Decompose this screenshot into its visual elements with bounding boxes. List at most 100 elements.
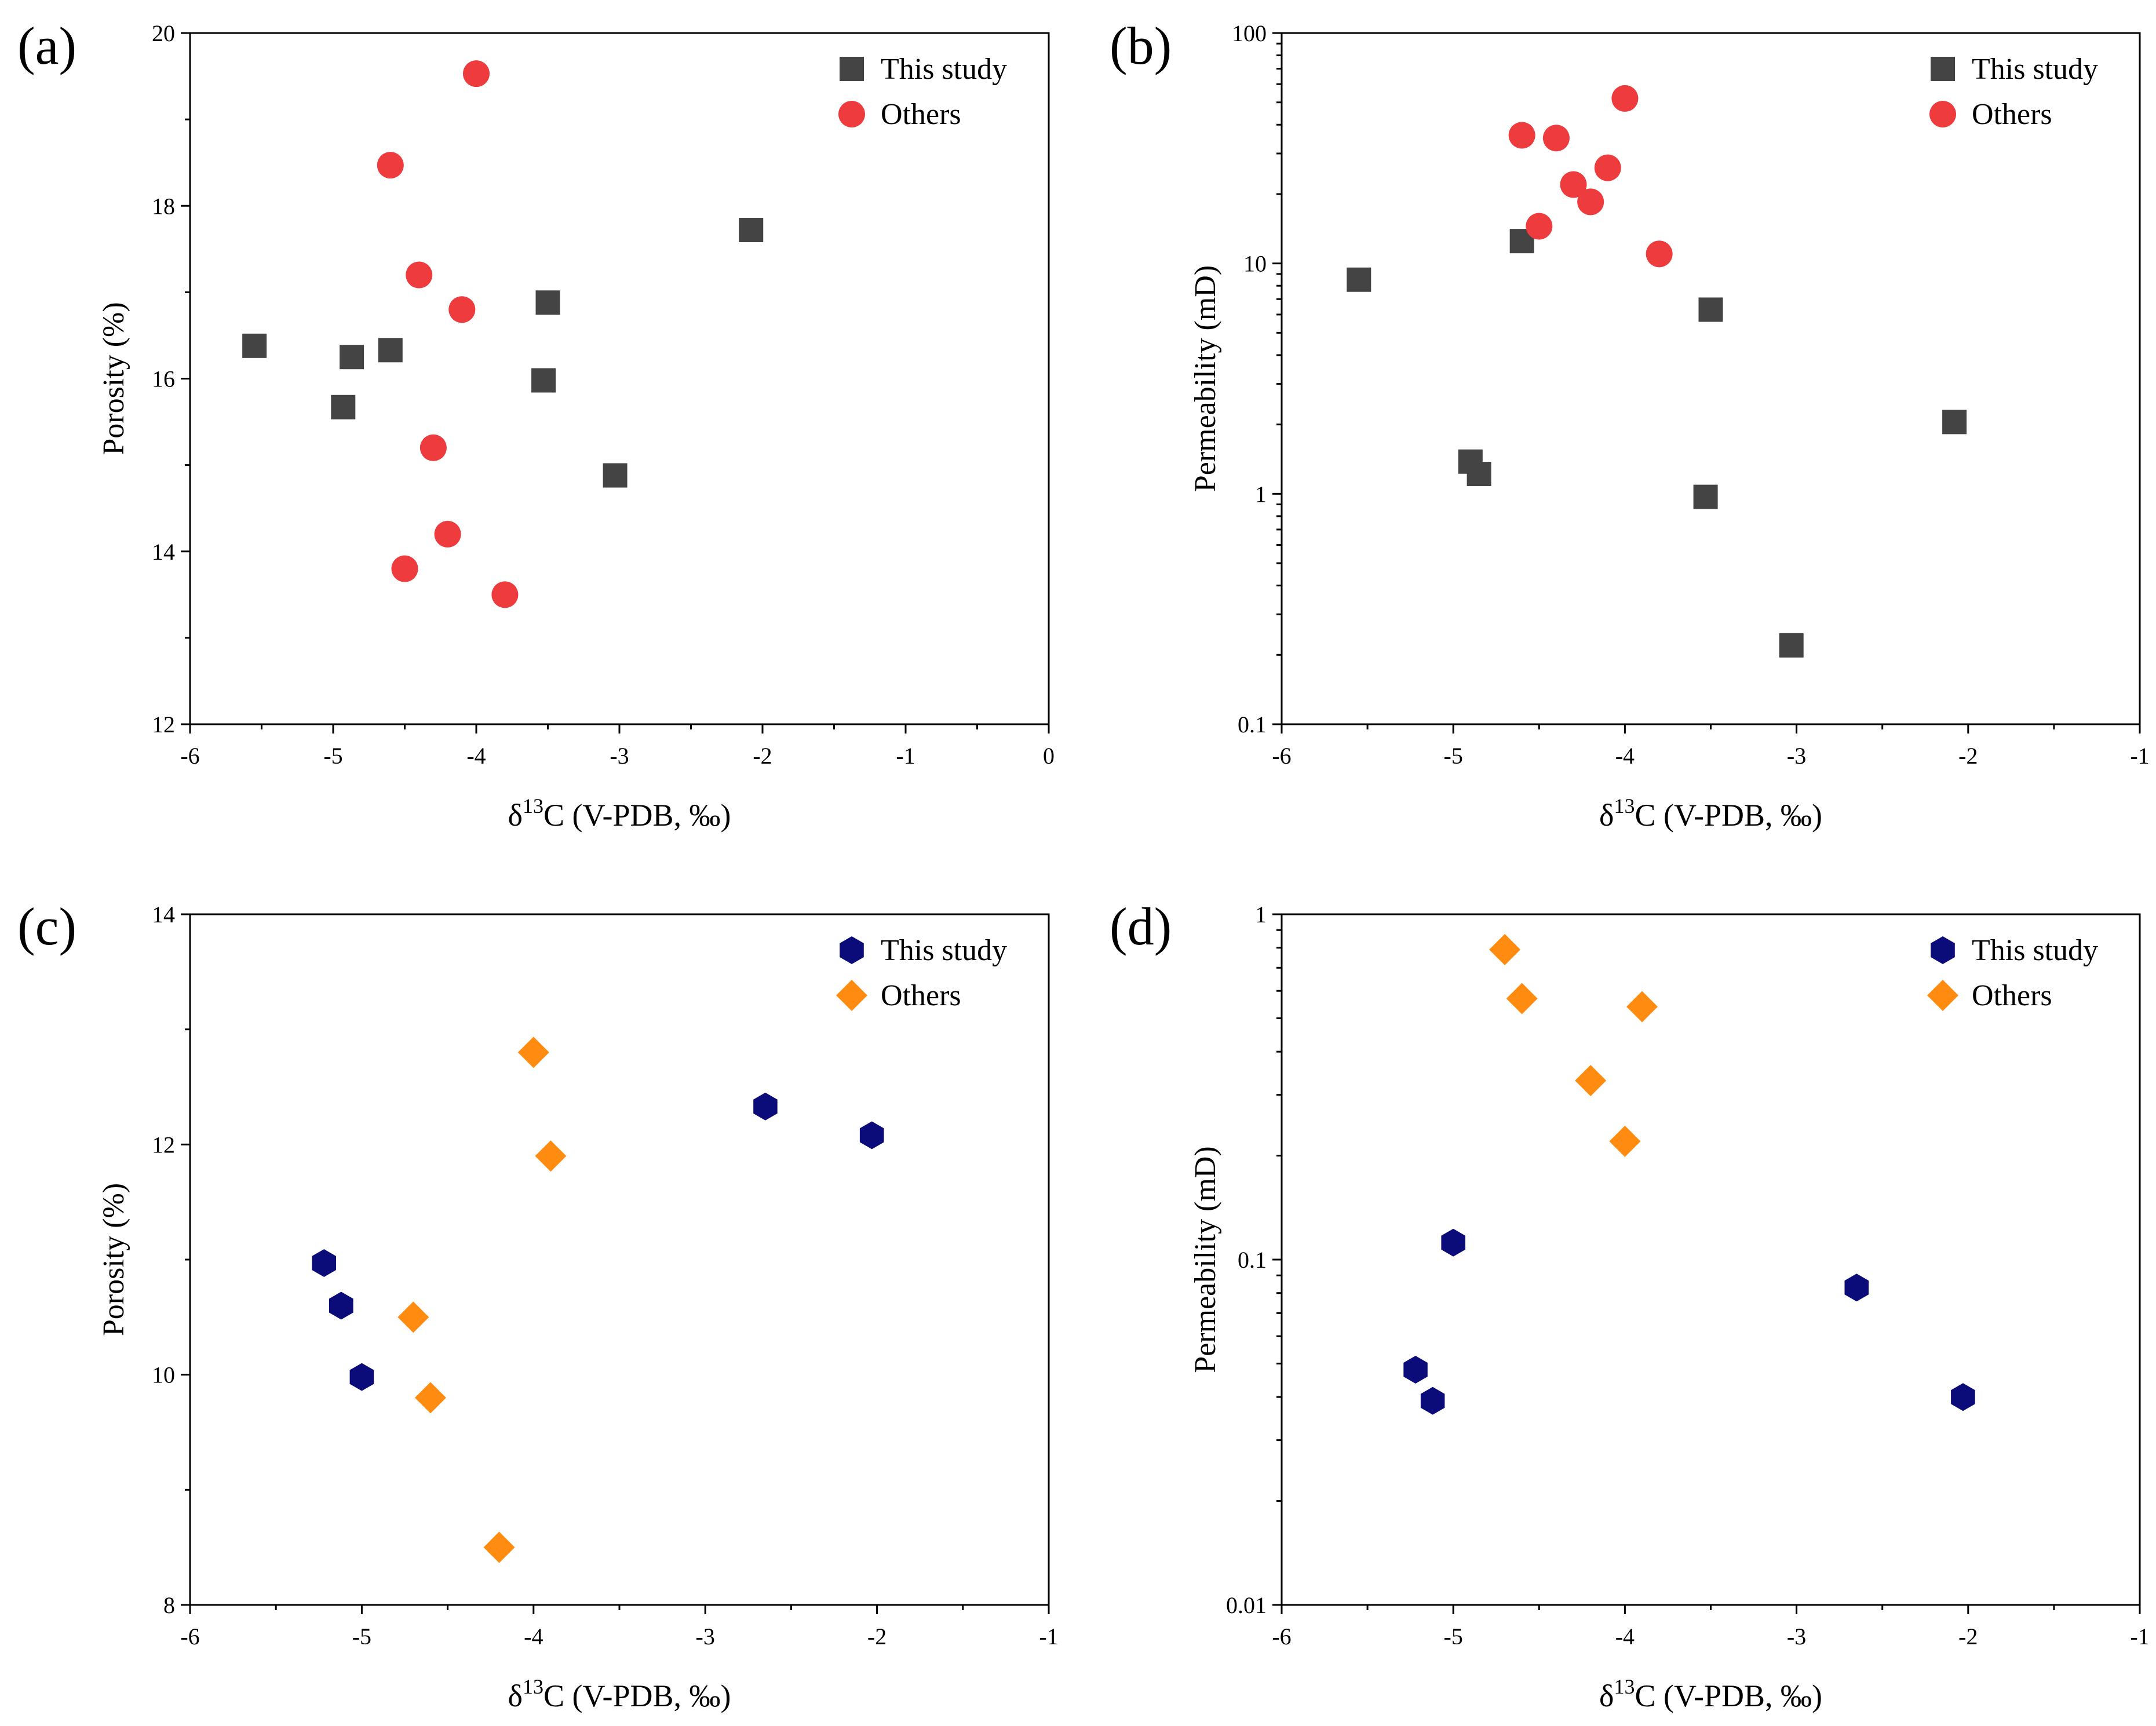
panel-d: (d) -6 -5 -4 -3 -2 -1 0.01 0.1 1 δ13C (V-PDB, ‰) Pe… — [1110, 897, 2150, 1713]
legend: This study Others — [1929, 53, 2098, 131]
series-this-study — [1347, 229, 1967, 658]
y-tick-label: 12 — [152, 711, 175, 738]
legend: This study Others — [1927, 934, 2098, 1012]
legend-marker — [1931, 57, 1955, 81]
data-point — [397, 1301, 429, 1333]
x-tick-label: -4 — [1615, 1623, 1635, 1650]
legend-marker — [1929, 101, 1956, 127]
plot-frame — [1281, 32, 2141, 725]
data-point — [1560, 171, 1587, 198]
data-point — [406, 261, 433, 289]
x-tick-label: -2 — [1958, 1623, 1978, 1650]
y-axis-label: Permeability (mD) — [1189, 265, 1222, 492]
data-point — [1489, 934, 1521, 966]
data-point — [448, 296, 476, 323]
data-point — [242, 333, 267, 358]
data-point — [1441, 1228, 1465, 1257]
panel-label: (a) — [17, 16, 76, 75]
data-point — [531, 368, 556, 393]
x-tick-label: -6 — [180, 743, 199, 769]
y-tick-label: 1 — [1255, 902, 1267, 928]
series-this-study — [1403, 1228, 1975, 1415]
legend-label: Others — [881, 98, 961, 131]
x-tick-label: -6 — [180, 1623, 199, 1650]
x-tick-label: -1 — [2130, 743, 2149, 769]
data-point — [329, 1291, 353, 1320]
data-point — [1506, 983, 1538, 1015]
x-tick-label: -4 — [466, 743, 486, 769]
data-point — [859, 1121, 884, 1150]
panel-label: (d) — [1110, 897, 1172, 956]
x-tick-label: -4 — [1615, 743, 1635, 769]
data-point — [535, 1140, 567, 1172]
y-tick-label: 10 — [152, 1362, 175, 1388]
data-point — [753, 1092, 778, 1121]
plot-frame — [1281, 913, 2141, 1606]
data-point — [1779, 633, 1804, 658]
y-tick-label: 16 — [152, 366, 175, 392]
panel-label: (c) — [17, 897, 76, 956]
legend-label: Others — [881, 979, 961, 1012]
data-point — [1951, 1383, 1975, 1411]
legend-marker — [1927, 980, 1958, 1011]
data-point — [378, 338, 403, 363]
data-point — [1693, 484, 1718, 509]
x-tick-label: -2 — [867, 1623, 887, 1650]
x-axis-label: δ13C (V-PDB, ‰) — [1599, 794, 1822, 833]
x-tick-label: 0 — [1043, 743, 1055, 769]
y-tick-label: 100 — [1232, 20, 1267, 46]
x-tick-label: -6 — [1272, 1623, 1291, 1650]
x-tick-label: -5 — [323, 743, 342, 769]
x-tick-label: -5 — [352, 1623, 371, 1650]
legend-label: Others — [1972, 98, 2052, 131]
legend: This study Others — [836, 934, 1007, 1012]
y-axis-label: Porosity (%) — [97, 302, 130, 455]
y-tick-label: 0.1 — [1238, 1247, 1267, 1273]
data-point — [349, 1363, 374, 1391]
x-tick-label: -3 — [1787, 1623, 1806, 1650]
data-point — [1626, 991, 1658, 1023]
legend-marker — [838, 101, 865, 127]
y-tick-label: 18 — [152, 193, 175, 219]
plot-frame — [189, 32, 1050, 725]
y-axis-label: Permeability (mD) — [1189, 1146, 1222, 1373]
legend-label: This study — [1972, 53, 2098, 86]
data-point — [391, 555, 418, 582]
x-tick-label: -1 — [2130, 1623, 2149, 1650]
data-point — [1609, 1125, 1641, 1157]
x-tick-label: -5 — [1444, 1623, 1463, 1650]
y-tick-label: 20 — [152, 20, 175, 46]
x-tick-label: -3 — [610, 743, 629, 769]
x-tick-label: -2 — [753, 743, 772, 769]
data-point — [1466, 461, 1491, 486]
x-axis-label: δ13C (V-PDB, ‰) — [1599, 1675, 1822, 1713]
data-point — [434, 520, 461, 548]
data-point — [1403, 1356, 1428, 1384]
panel-label: (b) — [1110, 16, 1172, 75]
series-others — [377, 60, 519, 608]
legend-marker — [836, 980, 867, 1011]
data-point — [331, 395, 356, 419]
series-others — [397, 1037, 567, 1563]
y-tick-label: 12 — [152, 1132, 175, 1158]
x-tick-label: -2 — [1958, 743, 1978, 769]
x-axis-label: δ13C (V-PDB, ‰) — [508, 1675, 731, 1713]
data-point — [414, 1382, 446, 1414]
legend-label: This study — [881, 934, 1007, 967]
x-tick-label: -4 — [524, 1623, 543, 1650]
data-point — [1844, 1273, 1869, 1302]
x-tick-label: -5 — [1444, 743, 1463, 769]
data-point — [603, 463, 628, 488]
data-point — [1508, 122, 1535, 149]
legend-label: This study — [881, 53, 1007, 86]
data-point — [1420, 1386, 1445, 1415]
y-axis-label: Porosity (%) — [97, 1183, 130, 1336]
legend-marker — [840, 936, 864, 964]
data-point — [535, 290, 560, 315]
data-point — [1611, 85, 1639, 112]
panel-a: (a) -6 -5 -4 -3 -2 -1 0 12 14 16 18 20 δ13C (V-PDB, ‰… — [17, 16, 1055, 833]
series-others — [1508, 85, 1673, 268]
data-point — [463, 60, 490, 87]
data-point — [340, 345, 364, 370]
x-tick-label: -3 — [696, 1623, 715, 1650]
